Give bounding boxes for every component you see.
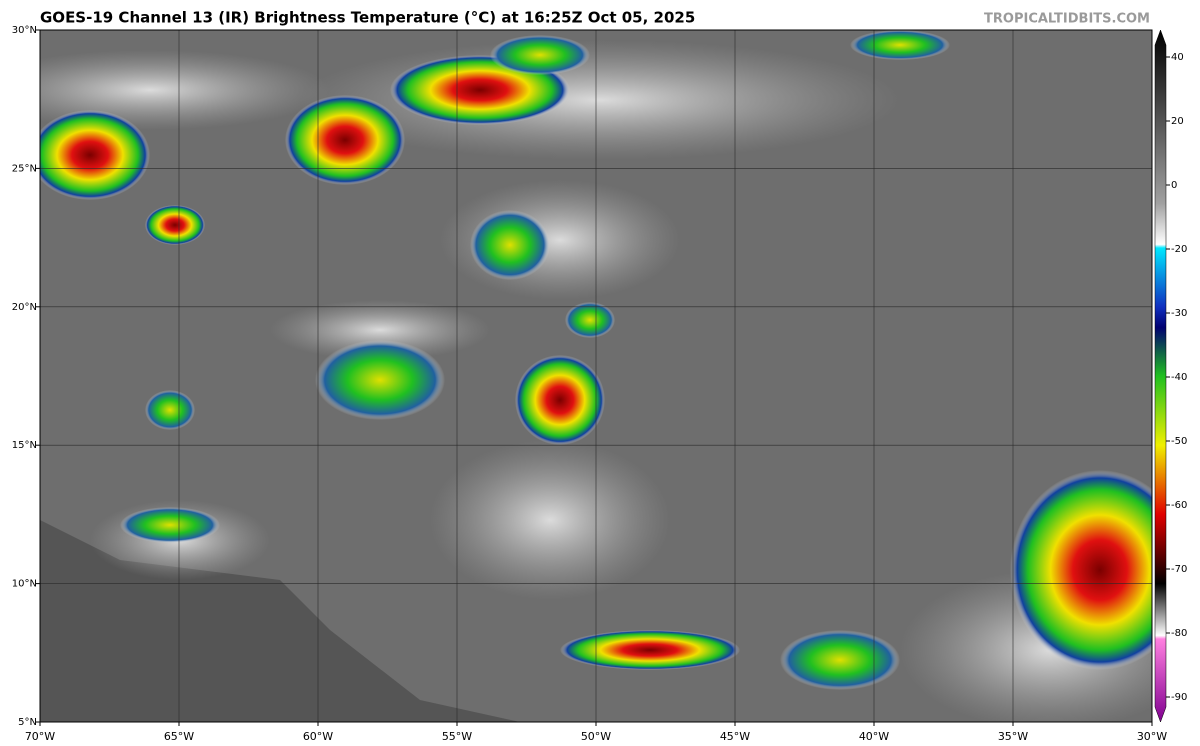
colorbar-tick-label: -30 <box>1171 308 1187 319</box>
colorbar-tick-label: -20 <box>1171 244 1187 255</box>
lon-tick-label: 70°W <box>25 730 55 743</box>
lon-tick-label: 50°W <box>581 730 611 743</box>
lon-tick-label: 55°W <box>442 730 472 743</box>
colorbar-tick-label: 0 <box>1171 180 1177 191</box>
colorbar-tick-label: 20 <box>1171 116 1184 127</box>
lat-tick-label: 10°N <box>12 579 37 590</box>
watermark: TROPICALTIDBITS.COM <box>984 12 1150 27</box>
colorbar-tick-label: -60 <box>1171 500 1187 511</box>
lat-tick-label: 15°N <box>12 440 37 451</box>
colorbar-tick-label: -40 <box>1171 372 1187 383</box>
colorbar-tick-label: 40 <box>1171 52 1184 63</box>
lon-tick-label: 65°W <box>164 730 194 743</box>
lat-tick-label: 5°N <box>18 717 37 728</box>
lat-tick-label: 25°N <box>12 163 37 174</box>
lon-tick-label: 40°W <box>859 730 889 743</box>
colorbar-tick-label: -50 <box>1171 436 1187 447</box>
lat-tick-label: 30°N <box>12 25 37 36</box>
colorbar-tick-label: -80 <box>1171 628 1187 639</box>
colorbar-tick-label: -70 <box>1171 564 1187 575</box>
title: GOES-19 Channel 13 (IR) Brightness Tempe… <box>40 9 695 27</box>
lat-tick-label: 20°N <box>12 302 37 313</box>
lon-tick-label: 45°W <box>720 730 750 743</box>
colorbar-tick-label: -90 <box>1171 692 1187 703</box>
lon-tick-label: 60°W <box>303 730 333 743</box>
colorbar <box>1154 29 1167 723</box>
lon-tick-label: 30°W <box>1137 730 1167 743</box>
lon-tick-label: 35°W <box>998 730 1028 743</box>
satellite-image <box>40 30 1152 722</box>
